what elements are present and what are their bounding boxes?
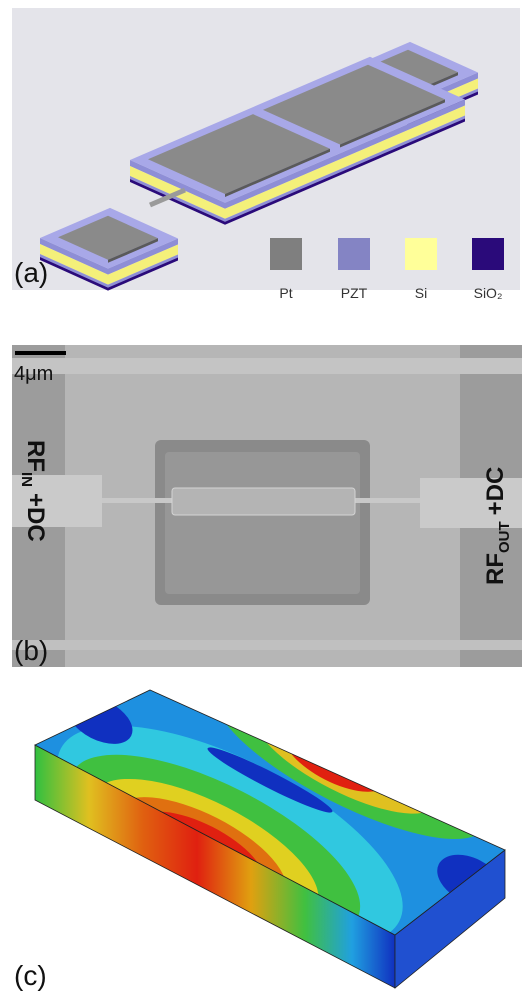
legend-swatch [405, 238, 437, 270]
port-text: RF [482, 553, 509, 585]
sem-beam [172, 488, 355, 515]
legend-swatch [472, 238, 504, 270]
panel-label: (b) [14, 635, 48, 666]
legend-swatch [270, 238, 302, 270]
port-subscript: IN [18, 472, 35, 487]
sem-cavity-floor [165, 452, 360, 594]
legend-label: SiO₂ [474, 285, 503, 301]
panel-label: (a) [14, 257, 48, 288]
port-subscript: OUT [496, 521, 513, 553]
legend-swatch [338, 238, 370, 270]
figure: Pt PZT Si SiO₂ (a) 4μm RFIN+DC RFOUT+DC … [0, 0, 529, 1000]
panel-label: (c) [14, 960, 47, 991]
legend-label: Pt [279, 285, 292, 301]
port-suffix: +DC [22, 493, 49, 542]
port-suffix: +DC [482, 467, 509, 516]
port-text: RF [22, 440, 49, 472]
legend-label: Si [415, 285, 427, 301]
scale-label: 4μm [14, 363, 53, 385]
legend-label: PZT [341, 285, 368, 301]
sem-band [12, 640, 522, 650]
sem-band [12, 358, 522, 374]
